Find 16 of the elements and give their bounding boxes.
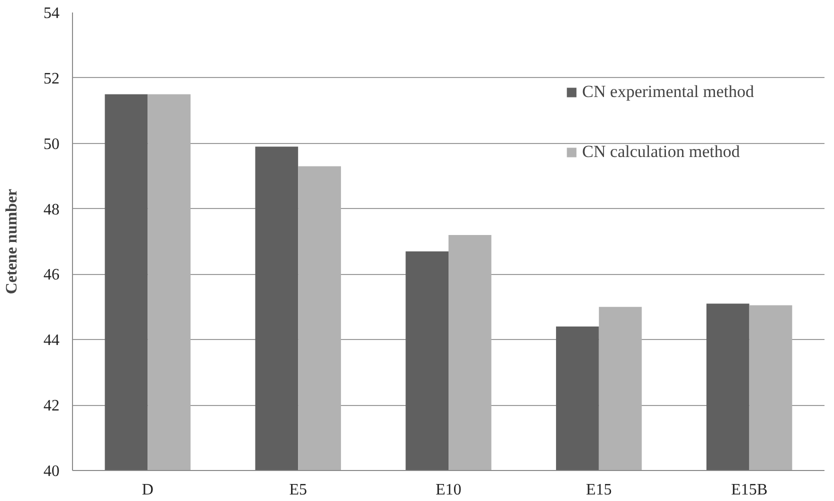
y-axis-title: Cetene number [4, 188, 20, 294]
legend-label: CN calculation method [582, 142, 740, 162]
y-tick-label: 52 [44, 70, 60, 88]
x-tick-label: D [142, 482, 154, 498]
y-tick-label: 44 [44, 332, 60, 350]
x-tick-label: E5 [289, 482, 307, 498]
x-tick-label: E15B [731, 482, 768, 498]
y-tick-label: 40 [44, 463, 60, 480]
y-tick-label: 42 [44, 398, 60, 415]
x-tick-label: E15 [586, 482, 612, 498]
y-tick-label: 48 [44, 201, 60, 218]
legend-label: CN experimental method [582, 82, 754, 102]
y-tick-label: 50 [44, 136, 60, 153]
x-tick-label: E10 [436, 482, 462, 498]
y-tick-label: 46 [44, 266, 60, 284]
y-tick-label: 54 [44, 5, 60, 22]
